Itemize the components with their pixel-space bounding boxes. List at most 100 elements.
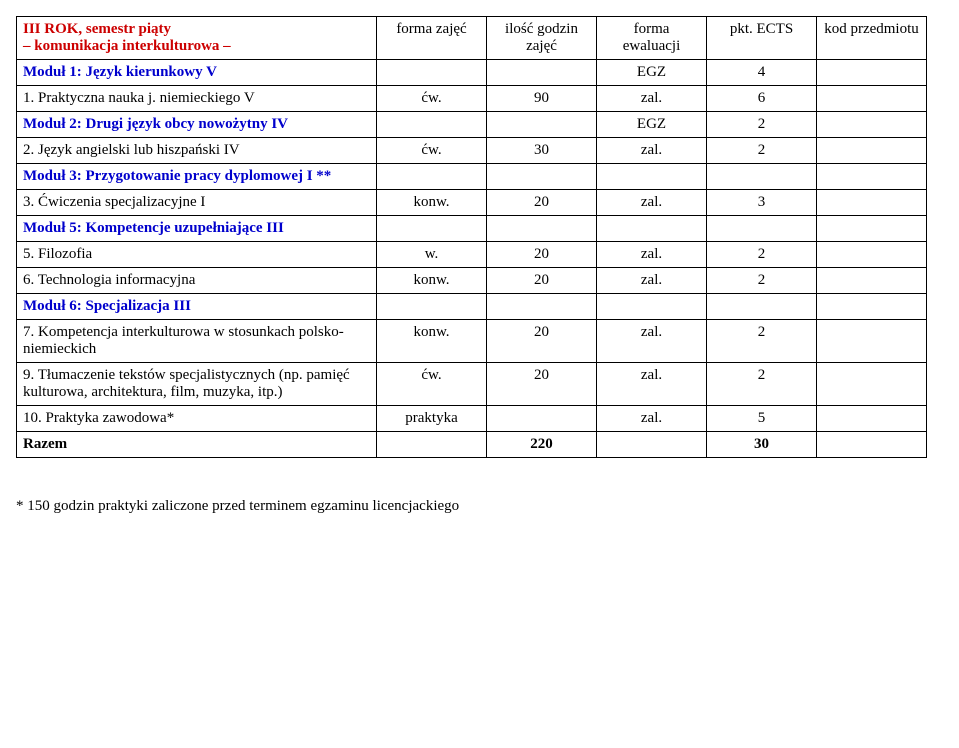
cell: 6: [707, 86, 817, 112]
row-6-label: 6. Technologia informacyjna: [17, 268, 377, 294]
table-row: Moduł 5: Kompetencje uzupełniające III: [17, 216, 927, 242]
cell: EGZ: [597, 112, 707, 138]
table-row: 2. Język angielski lub hiszpański IV ćw.…: [17, 138, 927, 164]
cell: [817, 164, 927, 190]
cell: [377, 216, 487, 242]
table-row: Moduł 3: Przygotowanie pracy dyplomowej …: [17, 164, 927, 190]
module-2-label: Moduł 2: Drugi język obcy nowożytny IV: [17, 112, 377, 138]
cell: 2: [707, 112, 817, 138]
header-title-cell: III ROK, semestr piąty – komunikacja int…: [17, 17, 377, 60]
col-pkt-ects: pkt. ECTS: [707, 17, 817, 60]
cell: [597, 164, 707, 190]
cell: [487, 164, 597, 190]
sum-hours: 220: [487, 432, 597, 458]
cell: [377, 60, 487, 86]
table-header-row: III ROK, semestr piąty – komunikacja int…: [17, 17, 927, 60]
cell: [707, 294, 817, 320]
cell: 2: [707, 363, 817, 406]
curriculum-table: III ROK, semestr piąty – komunikacja int…: [16, 16, 927, 458]
cell: [817, 60, 927, 86]
cell: 20: [487, 242, 597, 268]
module-3-label: Moduł 3: Przygotowanie pracy dyplomowej …: [17, 164, 377, 190]
table-row-sum: Razem 220 30: [17, 432, 927, 458]
cell: [817, 432, 927, 458]
cell: 3: [707, 190, 817, 216]
footer-note: * 150 godzin praktyki zaliczone przed te…: [16, 498, 943, 515]
cell: [817, 268, 927, 294]
cell: [377, 112, 487, 138]
row-3-label: 3. Ćwiczenia specjalizacyjne I: [17, 190, 377, 216]
cell: konw.: [377, 320, 487, 363]
cell: zal.: [597, 363, 707, 406]
row-5-label: 5. Filozofia: [17, 242, 377, 268]
cell: 20: [487, 320, 597, 363]
cell: [377, 294, 487, 320]
cell: zal.: [597, 320, 707, 363]
cell: ćw.: [377, 138, 487, 164]
col-kod-przedmiotu: kod przedmiotu: [817, 17, 927, 60]
cell: [817, 320, 927, 363]
cell: [487, 216, 597, 242]
header-title-line2: – komunikacja interkulturowa –: [23, 38, 231, 54]
cell: 4: [707, 60, 817, 86]
cell: konw.: [377, 268, 487, 294]
cell: 20: [487, 363, 597, 406]
cell: [707, 164, 817, 190]
cell: [817, 190, 927, 216]
table-row: 1. Praktyczna nauka j. niemieckiego V ćw…: [17, 86, 927, 112]
cell: [817, 294, 927, 320]
module-5-label: Moduł 5: Kompetencje uzupełniające III: [17, 216, 377, 242]
cell: 5: [707, 406, 817, 432]
row-10-label: 10. Praktyka zawodowa*: [17, 406, 377, 432]
row-7-label: 7. Kompetencja interkulturowa w stosunka…: [17, 320, 377, 363]
cell: zal.: [597, 86, 707, 112]
cell: [597, 216, 707, 242]
cell: [817, 216, 927, 242]
module-6-label: Moduł 6: Specjalizacja III: [17, 294, 377, 320]
col-ilosc-godzin: ilość godzin zajęć: [487, 17, 597, 60]
cell: [487, 406, 597, 432]
sum-label: Razem: [17, 432, 377, 458]
table-row: 6. Technologia informacyjna konw. 20 zal…: [17, 268, 927, 294]
cell: [377, 432, 487, 458]
cell: 2: [707, 242, 817, 268]
cell: [817, 112, 927, 138]
cell: [817, 363, 927, 406]
cell: w.: [377, 242, 487, 268]
cell: konw.: [377, 190, 487, 216]
table-row: 9. Tłumaczenie tekstów specjalistycznych…: [17, 363, 927, 406]
cell: [487, 60, 597, 86]
table-row: 10. Praktyka zawodowa* praktyka zal. 5: [17, 406, 927, 432]
header-title-line1: III ROK, semestr piąty: [23, 21, 171, 37]
cell: 2: [707, 320, 817, 363]
table-row: 3. Ćwiczenia specjalizacyjne I konw. 20 …: [17, 190, 927, 216]
row-1-label: 1. Praktyczna nauka j. niemieckiego V: [17, 86, 377, 112]
cell: [817, 138, 927, 164]
row-2-label: 2. Język angielski lub hiszpański IV: [17, 138, 377, 164]
cell: ćw.: [377, 86, 487, 112]
table-row: 7. Kompetencja interkulturowa w stosunka…: [17, 320, 927, 363]
cell: 2: [707, 268, 817, 294]
cell: 30: [487, 138, 597, 164]
cell: [817, 86, 927, 112]
module-1-label: Moduł 1: Język kierunkowy V: [17, 60, 377, 86]
cell: [487, 112, 597, 138]
table-row: Moduł 2: Drugi język obcy nowożytny IV E…: [17, 112, 927, 138]
cell: zal.: [597, 242, 707, 268]
cell: zal.: [597, 268, 707, 294]
cell: ćw.: [377, 363, 487, 406]
cell: zal.: [597, 406, 707, 432]
cell: praktyka: [377, 406, 487, 432]
cell: EGZ: [597, 60, 707, 86]
cell: [487, 294, 597, 320]
row-9-label: 9. Tłumaczenie tekstów specjalistycznych…: [17, 363, 377, 406]
cell: [817, 406, 927, 432]
cell: [597, 294, 707, 320]
cell: zal.: [597, 190, 707, 216]
cell: [377, 164, 487, 190]
table-row: 5. Filozofia w. 20 zal. 2: [17, 242, 927, 268]
cell: [597, 432, 707, 458]
col-forma-ewaluacji: forma ewaluacji: [597, 17, 707, 60]
col-forma-zajec: forma zajęć: [377, 17, 487, 60]
cell: [817, 242, 927, 268]
